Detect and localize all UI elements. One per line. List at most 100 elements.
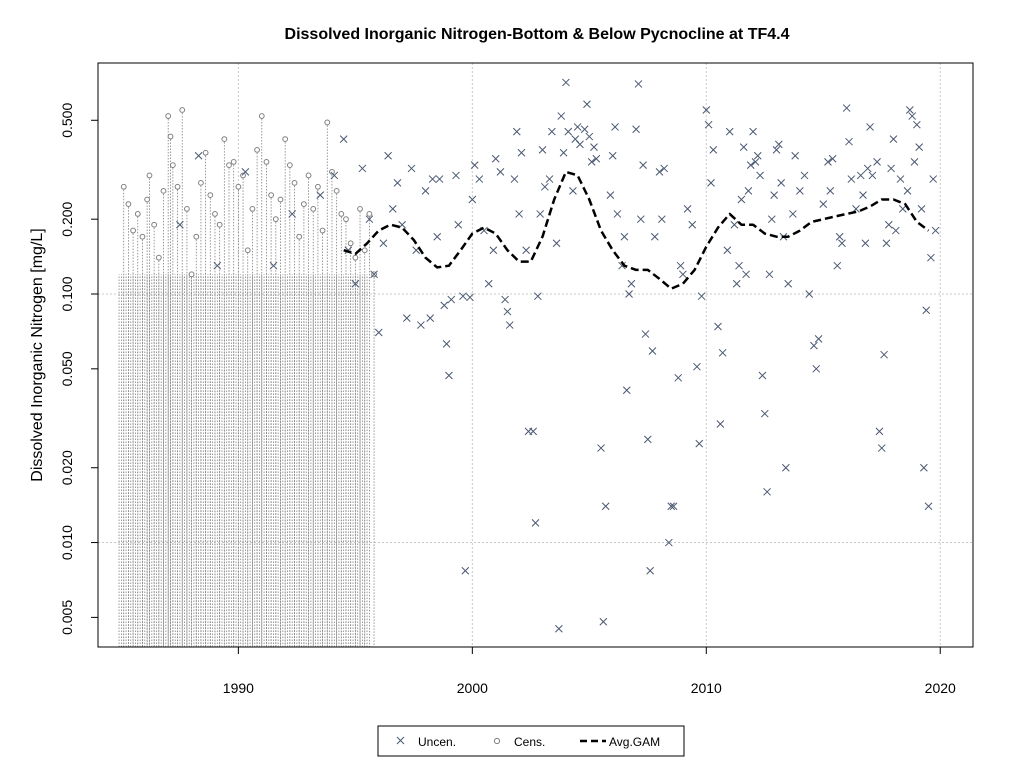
uncen-point-177	[884, 220, 893, 229]
uncen-point-53	[522, 246, 530, 255]
uncen-point-80	[599, 617, 608, 626]
uncen-point-49	[510, 175, 519, 183]
uncen-point-195	[931, 226, 940, 235]
uncen-point-116	[707, 179, 715, 187]
censored-point-25	[230, 159, 237, 165]
y-axis: 0.005 0.010 0.020 0.050 0.100 0.200 0.500	[59, 103, 98, 635]
censored-point-37	[286, 162, 293, 169]
censored-point-14	[179, 107, 186, 113]
uncen-point-63	[552, 239, 561, 248]
uncen-point-159	[833, 261, 842, 270]
uncen-point-167	[859, 191, 867, 199]
uncen-point-2	[213, 261, 222, 270]
uncen-point-113	[697, 292, 706, 301]
uncen-point-174	[877, 444, 886, 452]
censored-point-50	[347, 240, 354, 247]
censored-point-40	[300, 201, 307, 207]
uncen-point-175	[880, 350, 888, 359]
uncen-point-162	[842, 104, 851, 112]
y-tick-label-4: 0.100	[59, 276, 75, 311]
uncen-point-51	[515, 210, 523, 218]
censored-point-48	[338, 211, 345, 217]
uncen-point-104	[667, 502, 676, 511]
y-axis-label: Dissolved Inorganic Nitrogen [mg/L]	[29, 228, 46, 481]
uncen-point-134	[756, 171, 764, 180]
uncen-point-164	[847, 175, 856, 183]
uncen-point-153	[812, 364, 821, 373]
uncen-point-43	[489, 246, 498, 255]
uncen-point-74	[583, 100, 591, 109]
censored-point-27	[240, 172, 246, 179]
uncen-point-68	[564, 127, 573, 136]
uncen-point-55	[529, 427, 538, 436]
uncen-point-25	[426, 314, 435, 322]
uncen-point-126	[737, 195, 746, 204]
uncen-point-154	[814, 335, 823, 343]
uncen-point-150	[800, 171, 809, 180]
uncen-point-7	[330, 171, 339, 180]
uncen-point-87	[620, 232, 629, 241]
y-tick-label-5: 0.200	[59, 201, 75, 236]
uncen-point-184	[905, 106, 914, 114]
censored-point-12	[169, 162, 176, 169]
uncen-point-130	[746, 161, 755, 169]
uncen-point-102	[660, 164, 669, 173]
uncen-point-47	[503, 307, 512, 316]
uncen-point-173	[875, 427, 884, 436]
uncen-point-67	[562, 78, 570, 87]
censored-point-42	[310, 205, 317, 212]
uncen-point-92	[634, 80, 643, 88]
censored-point-35	[277, 196, 284, 203]
uncen-point-46	[501, 295, 509, 304]
censored-point-15	[184, 205, 190, 212]
uncen-point-117	[709, 146, 718, 154]
uncen-point-158	[828, 154, 837, 163]
uncen-point-187	[912, 120, 921, 129]
gam-line	[343, 170, 930, 290]
uncen-point-37	[466, 293, 474, 302]
uncen-point-95	[641, 330, 650, 338]
uncen-point-178	[887, 164, 895, 173]
censored-point-0	[120, 183, 127, 190]
uncen-point-21	[407, 164, 416, 173]
uncen-point-128	[742, 270, 750, 279]
uncen-point-19	[398, 220, 406, 229]
uncen-point-106	[674, 373, 683, 382]
uncen-point-11	[358, 164, 367, 173]
censored-point-32	[263, 159, 270, 165]
uncen-point-133	[753, 151, 762, 160]
uncen-point-39	[470, 161, 479, 169]
uncen-point-91	[632, 125, 640, 134]
uncen-point-30	[442, 340, 451, 348]
y-tick-label-1: 0.010	[59, 525, 75, 560]
uncen-point-157	[826, 187, 835, 195]
gam-curve	[343, 170, 930, 290]
legend-label-cens: Cens.	[514, 735, 545, 749]
uncen-point-45	[496, 168, 505, 176]
uncen-point-142	[774, 140, 783, 149]
uncen-point-115	[704, 120, 713, 129]
uncen-point-16	[384, 151, 392, 160]
censored-point-4	[139, 233, 146, 240]
y-tick-label-0: 0.005	[59, 600, 75, 635]
uncen-point-96	[643, 435, 652, 444]
censored-point-21	[212, 211, 218, 217]
uncen-point-5	[288, 210, 297, 218]
uncen-point-135	[758, 371, 767, 380]
uncen-point-32	[447, 295, 456, 304]
legend-item-gam: Avg.GAM	[580, 735, 660, 749]
uncen-point-65	[557, 112, 566, 120]
censored-point-3	[134, 211, 141, 217]
uncen-point-61	[545, 175, 554, 183]
y-tick-label-3: 0.050	[59, 351, 75, 386]
uncen-point-99	[650, 232, 659, 241]
uncen-point-14	[374, 328, 383, 337]
censored-point-22	[216, 221, 223, 228]
censored-point-19	[202, 149, 209, 156]
uncen-point-38	[468, 195, 477, 204]
uncen-point-101	[657, 215, 666, 224]
uncen-point-166	[856, 171, 865, 180]
uncen-point-137	[763, 487, 771, 496]
uncen-point-64	[555, 624, 563, 633]
